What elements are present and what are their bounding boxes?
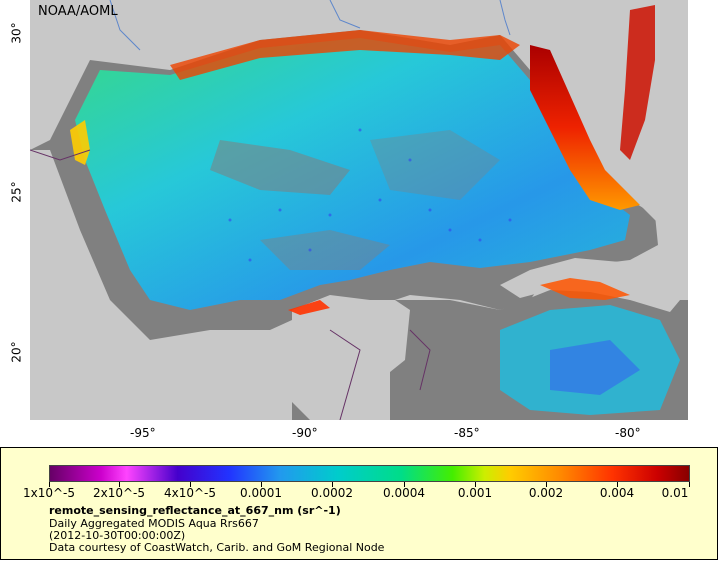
map-credit-label: NOAA/AOML xyxy=(38,4,118,19)
noise-speckles xyxy=(228,128,512,262)
map-canvas: NOAA/AOML xyxy=(30,0,688,420)
yucatan-coast-high xyxy=(288,300,330,315)
colorbar-tick xyxy=(49,482,50,487)
colorbar-label: 0.0001 xyxy=(240,486,282,500)
colorbar-label: 0.004 xyxy=(599,486,635,500)
colorbar-tick xyxy=(404,482,405,487)
colorbar-label: 2x10^-5 xyxy=(92,486,146,500)
colorbar-tick xyxy=(119,482,120,487)
lat-label-30: 30° xyxy=(9,22,24,44)
data-gap-patch-3 xyxy=(260,230,390,270)
florida-coast-high xyxy=(530,45,640,210)
colorbar-label: 4x10^-5 xyxy=(163,486,217,500)
rivers xyxy=(109,0,511,51)
colorbar-label: 1x10^-5 xyxy=(22,486,76,500)
colorbar-tick xyxy=(190,482,191,487)
variable-title: remote_sensing_reflectance_at_667_nm (sr… xyxy=(49,504,341,517)
cuba-coast-high xyxy=(540,278,630,300)
time-stamp: (2012-10-30T00:00:00Z) xyxy=(49,529,186,542)
north-coast-high xyxy=(170,30,520,80)
data-credit: Data courtesy of CoastWatch, Carib. and … xyxy=(49,541,385,554)
colorbar-tick xyxy=(617,482,618,487)
colorbar-tick xyxy=(475,482,476,487)
political-borders xyxy=(30,149,431,420)
legend-panel: 1x10^-5 2x10^-5 4x10^-5 0.0001 0.0002 0.… xyxy=(0,447,718,560)
lat-label-20: 20° xyxy=(9,341,24,363)
colorbar-tick xyxy=(546,482,547,487)
colorbar-label: 0.002 xyxy=(528,486,564,500)
lon-label-90w: -90° xyxy=(292,426,318,440)
lon-label-85w: -85° xyxy=(454,426,480,440)
colorbar-label: 0.01 xyxy=(661,486,689,500)
colorbar-tick xyxy=(261,482,262,487)
colorbar-label: 0.0004 xyxy=(383,486,425,500)
yucatan-land xyxy=(292,295,410,400)
colorbar-label: 0.0002 xyxy=(311,486,353,500)
lat-label-25: 25° xyxy=(9,181,24,203)
data-gap-patch-2 xyxy=(370,130,500,200)
colorbar-label: 0.001 xyxy=(457,486,493,500)
colorbar xyxy=(49,465,690,482)
reflectance-data-main xyxy=(75,38,630,310)
colorbar-tick xyxy=(332,482,333,487)
texas-coast-high xyxy=(70,120,90,165)
mexico-land xyxy=(30,150,292,420)
data-gap-patch-1 xyxy=(210,140,350,195)
map-graphic xyxy=(30,0,688,420)
lon-label-80w: -80° xyxy=(615,426,641,440)
north-coast-land xyxy=(30,0,688,140)
florida-east-high xyxy=(620,5,655,160)
dataset-name: Daily Aggregated MODIS Aqua Rrs667 xyxy=(49,517,259,530)
lon-label-95w: -95° xyxy=(130,426,156,440)
colorbar-tick xyxy=(689,482,690,487)
reflectance-data-caribbean-blue xyxy=(550,340,640,395)
